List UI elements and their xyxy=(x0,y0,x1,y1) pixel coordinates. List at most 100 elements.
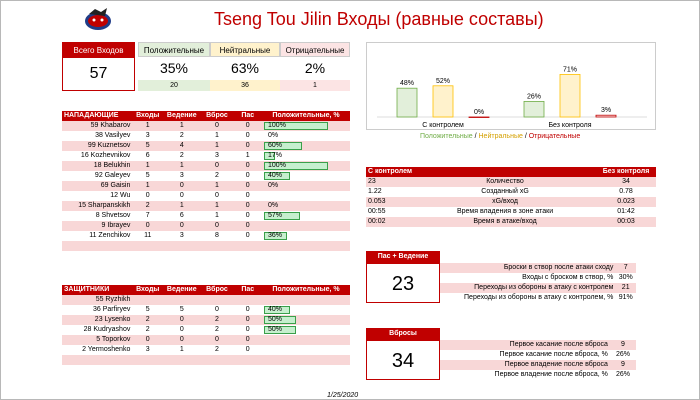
positive-pct-cell: 50% xyxy=(262,315,350,325)
blank-cell xyxy=(62,241,350,251)
positive-pct-cell: 100% xyxy=(262,121,350,131)
table-row: 16 Kozhevnikov 6 2 3 1 17% xyxy=(62,151,350,161)
positive-pct-text: 100% xyxy=(268,162,286,169)
column-header: Вброс xyxy=(200,111,234,121)
cell-carry: 0 xyxy=(163,181,201,191)
cell-pass: 0 xyxy=(233,181,263,191)
player-name: 92 Galeyev xyxy=(62,171,133,181)
player-name: 55 Ryzhikh xyxy=(62,295,133,305)
positive-pct-text: 50% xyxy=(268,316,283,323)
cell-carry: 1 xyxy=(163,161,201,171)
positive-pct-bar xyxy=(264,162,329,170)
chart-legend: Положительные / Нейтральные / Отрицатель… xyxy=(420,133,580,140)
table-row: Первое касание после вброса, % 26% xyxy=(440,350,636,360)
controlled-value: 00:55 xyxy=(366,207,415,217)
bar-positive xyxy=(523,101,545,118)
positive-pct-text: 40% xyxy=(268,306,283,313)
positive-pct-text: 0% xyxy=(268,182,279,189)
metric-label: xG/вход xyxy=(414,197,596,207)
player-name: 69 Gaisin xyxy=(62,181,133,191)
table-row: Броски в створ после атаки сходу 7 xyxy=(440,263,636,273)
cell-carry: 0 xyxy=(163,335,201,345)
stat-label: Первое владение после вброса, % xyxy=(440,370,610,380)
positive-pct-bar xyxy=(264,316,297,324)
negative-count: 1 xyxy=(280,80,350,91)
column-header: Входы xyxy=(132,111,164,121)
bar-label: 52% xyxy=(436,78,450,85)
table-row: 69 Gaisin 1 0 1 0 0% xyxy=(62,181,350,191)
cell-dump: 2 xyxy=(200,345,234,355)
cell-pass: 0 xyxy=(233,335,263,345)
uncontrolled-value: 01:42 xyxy=(596,207,656,217)
positive-count: 20 xyxy=(138,80,210,91)
cell-carry: 2 xyxy=(163,151,201,161)
player-name: 28 Kudryashov xyxy=(62,325,133,335)
cell-pass: 0 xyxy=(233,345,263,355)
cell-pass: 0 xyxy=(233,141,263,151)
cell-pass: 0 xyxy=(233,191,263,201)
table-row: 92 Galeyev 5 3 2 0 40% xyxy=(62,171,350,181)
cell-carry: 4 xyxy=(163,141,201,151)
bar-label: 71% xyxy=(563,66,577,73)
cell-entries: 5 xyxy=(132,141,164,151)
stat-value: 21 xyxy=(615,283,636,293)
bar-negative xyxy=(595,114,617,118)
cell-entries: 5 xyxy=(132,171,164,181)
defense-table: ЗАЩИТНИКИ Входы Ведение Вброс Пас Положительн… xyxy=(62,285,350,375)
compare-header-uncontrolled: Без контроля xyxy=(596,167,656,177)
player-name: 11 Zenchikov xyxy=(62,231,133,241)
positive-pct-cell: 57% xyxy=(262,211,350,221)
table-row: 5 Toporkov 0 0 0 0 xyxy=(62,335,350,345)
positive-pct-text: 17% xyxy=(268,152,283,159)
cell-entries: 0 xyxy=(132,191,164,201)
cell-entries xyxy=(132,295,164,305)
metric-label: Время владения в зоне атаки xyxy=(414,207,596,217)
legend-positive: Положительные xyxy=(420,133,473,140)
positive-pct-cell: 0% xyxy=(262,201,350,211)
pass-carry-table: Броски в створ после атаки сходу 7 Входы с… xyxy=(440,263,636,303)
table-row: 1.22 Созданный xG 0.78 xyxy=(366,187,656,197)
cell-dump: 0 xyxy=(200,161,234,171)
cell-carry: 2 xyxy=(163,131,201,141)
neutral-label: Нейтральные xyxy=(210,42,280,57)
stat-value: 91% xyxy=(615,293,636,303)
blank-cell xyxy=(62,365,350,375)
pass-carry-value: 23 xyxy=(366,263,440,303)
cell-carry: 3 xyxy=(163,171,201,181)
cell-carry: 0 xyxy=(163,221,201,231)
positive-pct-cell: 0% xyxy=(262,181,350,191)
positive-pct-cell: 36% xyxy=(262,231,350,241)
total-entries-label: Всего Входов xyxy=(63,43,134,58)
uncontrolled-value: 34 xyxy=(596,177,656,187)
cell-entries: 2 xyxy=(132,201,164,211)
forwards-table: НАПАДАЮЩИЕ Входы Ведение Вброс Пас Положитель… xyxy=(62,111,350,261)
positive-pct-text: 100% xyxy=(268,122,286,129)
stat-label: Переходы из обороны в атаку с контролем,… xyxy=(440,293,616,303)
positive-pct-bar xyxy=(264,122,329,130)
column-header: Вброс xyxy=(200,285,234,295)
cell-pass: 0 xyxy=(233,315,263,325)
column-header: НАПАДАЮЩИЕ xyxy=(62,111,133,121)
cell-pass: 0 xyxy=(233,121,263,131)
controlled-value: 1.22 xyxy=(366,187,415,197)
table-row: 15 Sharpanskikh 2 1 1 0 0% xyxy=(62,201,350,211)
cell-entries: 0 xyxy=(132,221,164,231)
bar-neutral xyxy=(559,73,581,118)
player-name: 36 Parfiryev xyxy=(62,305,133,315)
compare-header-controlled: С контролем xyxy=(366,167,415,177)
table-row: 28 Kudryashov 2 0 2 0 50% xyxy=(62,325,350,335)
neutral-count: 36 xyxy=(210,80,280,91)
table-row: 12 Wu 0 0 0 0 xyxy=(62,191,350,201)
stat-label: Первое касание после вброса, % xyxy=(440,350,610,360)
positive-pct-text xyxy=(264,296,268,303)
stat-value: 9 xyxy=(609,340,636,350)
stat-value: 30% xyxy=(615,273,636,283)
column-header: Ведение xyxy=(163,285,201,295)
blank-row xyxy=(62,365,350,375)
stat-label: Входы с броском в створ, % xyxy=(440,273,616,283)
metric-label: Время в атаке/вход xyxy=(414,217,596,227)
table-row: 23 Lysenko 2 0 2 0 50% xyxy=(62,315,350,325)
bar-negative xyxy=(468,116,490,118)
positive-pct-text xyxy=(264,222,268,229)
page-title: Tseng Tou Jilin Входы (равные составы) xyxy=(214,9,544,29)
